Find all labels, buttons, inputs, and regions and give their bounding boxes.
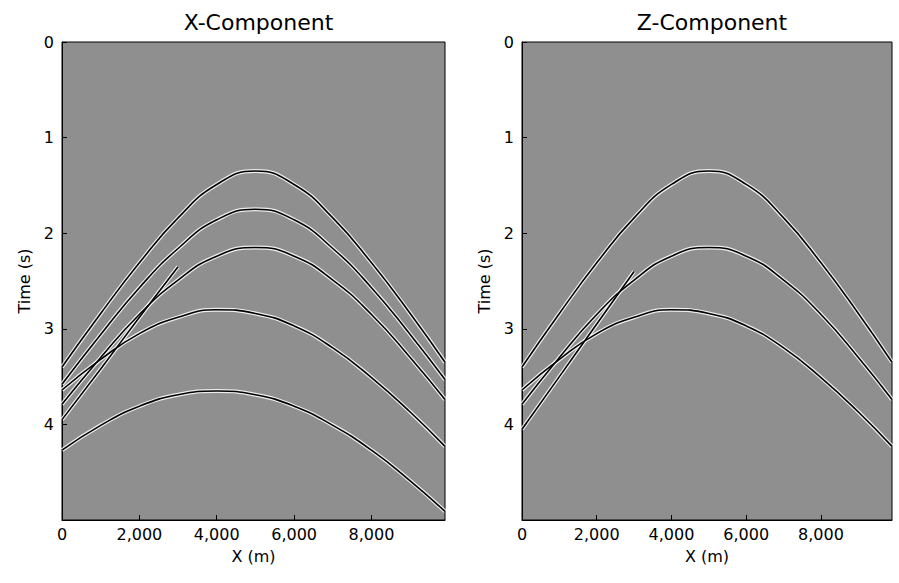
svg-text:4: 4	[504, 415, 514, 434]
svg-text:3: 3	[44, 319, 54, 338]
svg-text:1: 1	[504, 128, 514, 147]
svg-text:8,000: 8,000	[798, 525, 844, 544]
svg-text:4: 4	[44, 415, 54, 434]
svg-text:4,000: 4,000	[649, 525, 695, 544]
svg-text:X-Component: X-Component	[184, 10, 334, 35]
svg-text:0: 0	[517, 525, 527, 544]
svg-text:Time (s): Time (s)	[475, 248, 494, 314]
svg-text:6,000: 6,000	[271, 525, 317, 544]
svg-text:0: 0	[44, 33, 54, 52]
svg-text:Time (s): Time (s)	[15, 248, 34, 314]
svg-text:0: 0	[504, 33, 514, 52]
svg-text:0: 0	[57, 525, 67, 544]
svg-text:6,000: 6,000	[723, 525, 769, 544]
svg-text:3: 3	[504, 319, 514, 338]
svg-text:4,000: 4,000	[194, 525, 240, 544]
svg-text:Z-Component: Z-Component	[637, 10, 788, 35]
svg-text:2: 2	[504, 224, 514, 243]
svg-text:1: 1	[44, 128, 54, 147]
svg-text:X (m): X (m)	[685, 547, 729, 566]
svg-text:2,000: 2,000	[116, 525, 162, 544]
svg-text:2: 2	[44, 224, 54, 243]
svg-text:8,000: 8,000	[349, 525, 395, 544]
svg-text:X (m): X (m)	[231, 547, 275, 566]
svg-text:2,000: 2,000	[574, 525, 620, 544]
